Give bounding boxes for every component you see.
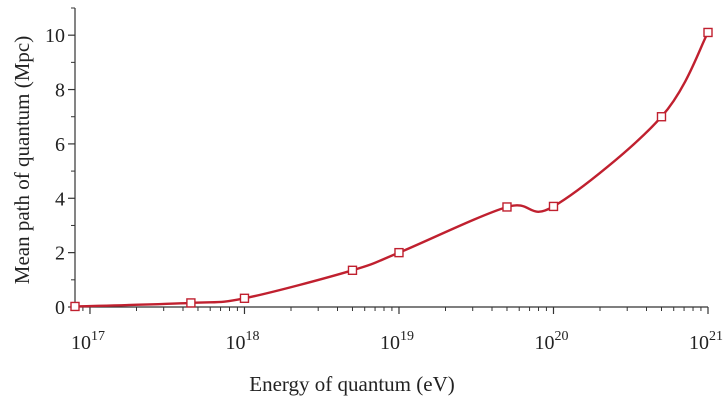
x-tick-label: 1021 [689, 329, 723, 354]
data-point-marker [703, 27, 713, 38]
data-point-marker [347, 265, 358, 276]
y-tick-label: 10 [45, 25, 65, 47]
data-point-marker [502, 202, 512, 212]
x-tick-label: 1018 [225, 329, 259, 354]
series-line [73, 31, 710, 308]
y-tick-label: 4 [55, 188, 65, 210]
data-point-marker [70, 301, 80, 312]
y-tick-label: 0 [55, 297, 65, 319]
x-tick-label: 1019 [380, 329, 414, 354]
y-ticks: 0 2 4 6 8 10 [45, 7, 75, 319]
y-axis-title: Mean path of quantum (Mpc) [10, 36, 34, 284]
y-tick-label: 2 [55, 243, 65, 265]
y-tick-label: 8 [55, 80, 65, 102]
x-axis-title: Energy of quantum (eV) [249, 372, 454, 396]
x-tick-label: 1020 [534, 329, 568, 354]
axes [74, 8, 708, 308]
x-ticks: 1017 1018 1019 1020 1021 [71, 307, 723, 354]
y-tick-label: 6 [55, 134, 65, 156]
x-tick-label: 1017 [71, 329, 105, 354]
data-point-marker [394, 247, 404, 258]
data-point-marker [656, 112, 667, 122]
data-point-marker [239, 293, 250, 304]
data-markers [70, 27, 713, 312]
data-point-marker [186, 298, 196, 308]
data-point-marker [548, 201, 559, 212]
